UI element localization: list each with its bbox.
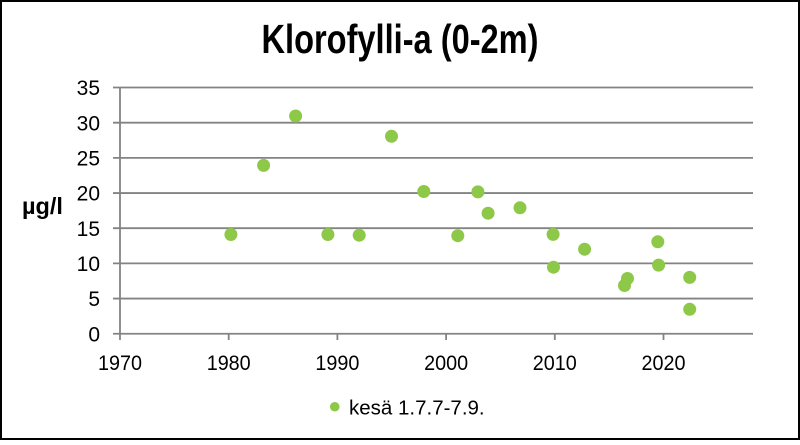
svg-text:10: 10 [77, 253, 100, 276]
svg-text:µg/l: µg/l [22, 193, 63, 219]
svg-text:kesä 1.7.7-7.9.: kesä 1.7.7-7.9. [349, 397, 485, 420]
svg-text:5: 5 [88, 288, 100, 311]
svg-text:Klorofylli-a (0-2m): Klorofylli-a (0-2m) [262, 16, 539, 62]
svg-text:1980: 1980 [207, 352, 251, 375]
svg-text:2000: 2000 [424, 352, 468, 375]
svg-text:1970: 1970 [98, 352, 142, 375]
svg-text:25: 25 [77, 148, 100, 171]
svg-text:2020: 2020 [642, 352, 686, 375]
svg-text:1990: 1990 [315, 352, 359, 375]
svg-text:20: 20 [77, 183, 100, 206]
svg-text:0: 0 [88, 323, 100, 346]
svg-text:2010: 2010 [533, 352, 577, 375]
svg-text:35: 35 [77, 77, 100, 100]
svg-text:15: 15 [77, 218, 100, 241]
svg-text:30: 30 [77, 112, 100, 135]
